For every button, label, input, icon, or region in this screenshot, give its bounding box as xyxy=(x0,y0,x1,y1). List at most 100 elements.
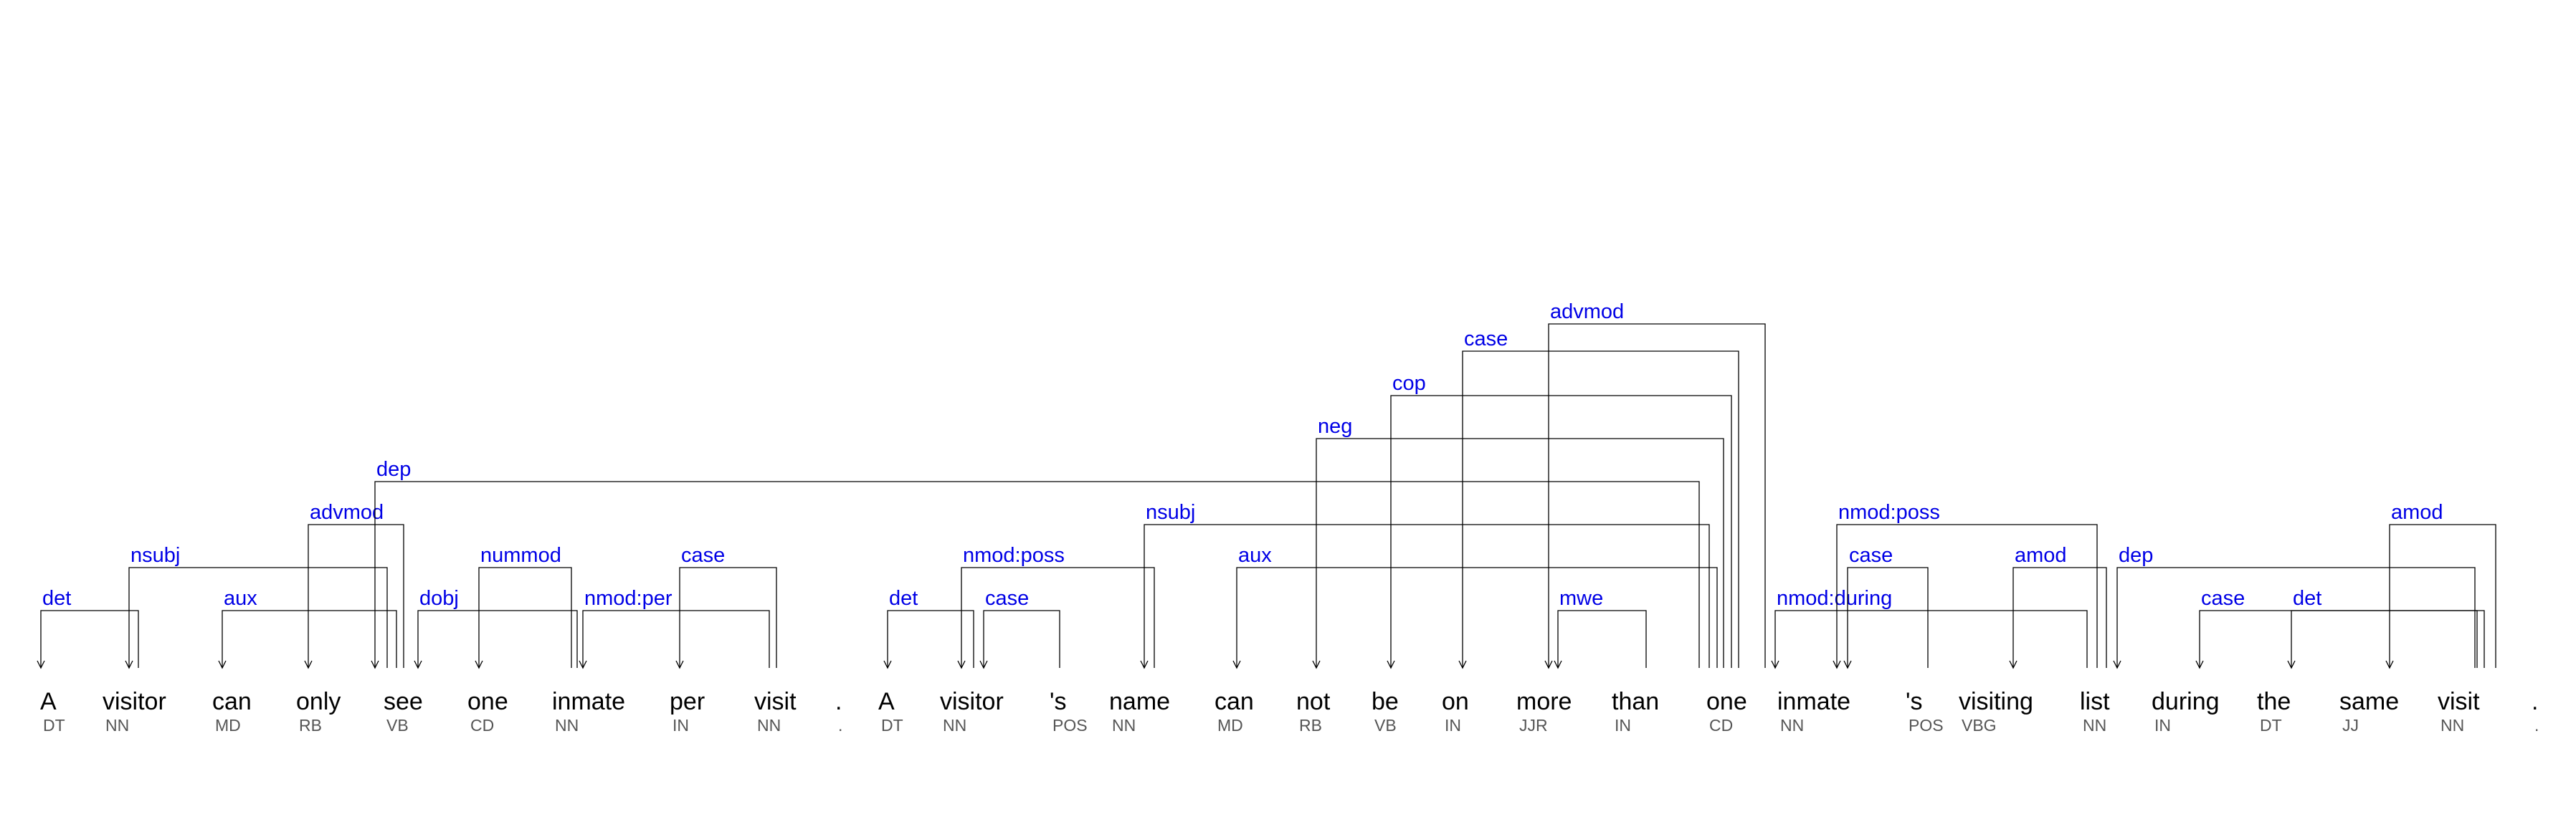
dependency-arc-line xyxy=(2199,610,2478,668)
dependency-arc-line xyxy=(417,610,578,668)
dependency-arrowhead xyxy=(414,660,422,669)
token-word: inmate xyxy=(1777,688,1850,715)
token-word: visitor xyxy=(103,688,166,715)
dependency-arc-line xyxy=(1774,610,2088,668)
dependency-arrowhead xyxy=(1232,660,1241,669)
dependency-label: cop xyxy=(1392,372,1426,395)
dependency-arrowhead xyxy=(1833,660,1841,669)
dependency-arc: amod xyxy=(2385,501,2496,669)
token-word: A xyxy=(878,688,895,715)
token-word: visitor xyxy=(940,688,1004,715)
dependency-arrowhead xyxy=(1843,660,1852,669)
dependency-label: nsubj xyxy=(1146,501,1195,524)
dependency-arc-line xyxy=(679,567,777,668)
dependency-label: nmod:poss xyxy=(963,544,1065,567)
dependency-label: nummod xyxy=(480,544,561,567)
token-pos-tag: NN xyxy=(105,716,129,735)
dependency-arrowhead xyxy=(2195,660,2204,669)
token-word: 's xyxy=(1050,688,1067,715)
token-word: per xyxy=(670,688,705,715)
dependency-arrowhead xyxy=(1387,660,1395,669)
dependency-label: amod xyxy=(2015,544,2067,567)
dependency-arc-line xyxy=(2389,524,2496,668)
token-word: can xyxy=(212,688,252,715)
dependency-arc: case xyxy=(675,544,777,669)
token-pos-tag: . xyxy=(838,716,842,735)
dependency-arc-line xyxy=(1462,350,1739,668)
dependency-arc-line xyxy=(582,610,770,668)
tokens-layer: ADTvisitorNNcanMDonlyRBseeVBoneCDinmateN… xyxy=(40,688,2539,735)
dependency-label: det xyxy=(889,587,918,610)
dependency-label: case xyxy=(2201,587,2245,610)
token-word: see xyxy=(384,688,423,715)
token-word: only xyxy=(296,688,341,715)
token-word: list xyxy=(2080,688,2110,715)
dependency-arc: dep xyxy=(371,458,1700,669)
dependency-arc: case xyxy=(979,587,1060,669)
dependency-arrowhead xyxy=(1554,660,1562,669)
dependency-arrowhead xyxy=(883,660,892,669)
token-word: the xyxy=(2257,688,2291,715)
dependency-arc-line xyxy=(308,524,404,668)
token-pos-tag: NN xyxy=(555,716,579,735)
dependency-arc-line xyxy=(961,567,1155,668)
dependency-label: det xyxy=(2293,587,2321,610)
dependency-arc: dobj xyxy=(414,587,578,669)
token-word: visit xyxy=(2438,688,2480,715)
dependency-arc: nsubj xyxy=(1140,501,1710,669)
token-word: than xyxy=(1612,688,1659,715)
dependency-arc: nummod xyxy=(475,544,572,669)
dependency-arc: det xyxy=(37,587,139,669)
token-pos-tag: VBG xyxy=(1962,716,1997,735)
token-pos-tag: MD xyxy=(1217,716,1243,735)
dependency-arc: amod xyxy=(2009,544,2107,669)
dependency-arc-line xyxy=(40,610,139,668)
token-word: not xyxy=(1296,688,1331,715)
arcs-layer: det nsubj aux advmod dobj nummod nmod:per case d… xyxy=(37,300,2496,669)
dependency-arc-line xyxy=(983,610,1060,668)
token-pos-tag: NN xyxy=(2440,716,2464,735)
token-pos-tag: RB xyxy=(299,716,322,735)
token-pos-tag: JJ xyxy=(2342,716,2359,735)
token-pos-tag: IN xyxy=(672,716,689,735)
dependency-label: dep xyxy=(2119,544,2153,567)
dependency-arc-line xyxy=(128,567,388,668)
token-pos-tag: NN xyxy=(943,716,966,735)
token-pos-tag: CD xyxy=(1709,716,1733,735)
dependency-label: nmod:per xyxy=(584,587,672,610)
dependency-arc: aux xyxy=(218,587,397,669)
dependency-arrowhead xyxy=(1544,660,1553,669)
dependency-arc-line xyxy=(374,481,1700,668)
token-pos-tag: DT xyxy=(2260,716,2282,735)
token-pos-tag: IN xyxy=(2154,716,2171,735)
token-pos-tag: RB xyxy=(1299,716,1322,735)
token-word: visiting xyxy=(1959,688,2033,715)
token-word: can xyxy=(1215,688,1254,715)
dependency-label: amod xyxy=(2391,501,2443,524)
dependency-arrowhead xyxy=(218,660,227,669)
token-pos-tag: NN xyxy=(1112,716,1136,735)
dependency-arrowhead xyxy=(1312,660,1321,669)
dependency-arc-line xyxy=(887,610,974,668)
dependency-label: nsubj xyxy=(130,544,180,567)
dependency-arc: det xyxy=(883,587,974,669)
token-pos-tag: JJR xyxy=(1519,716,1548,735)
dependency-arc: advmod xyxy=(304,501,404,669)
dependency-arc-line xyxy=(1316,438,1724,668)
dependency-arc-line xyxy=(1847,567,1929,668)
token-pos-tag: . xyxy=(2534,716,2539,735)
token-pos-tag: IN xyxy=(1445,716,1461,735)
dependency-arc-line xyxy=(2291,610,2485,668)
dependency-arc: nmod:poss xyxy=(1833,501,2098,669)
dependency-arrowhead xyxy=(475,660,483,669)
token-pos-tag: VB xyxy=(1374,716,1397,735)
token-word: same xyxy=(2339,688,2399,715)
dependency-arc: cop xyxy=(1387,372,1732,669)
token-word: inmate xyxy=(552,688,625,715)
dependency-label: nmod:poss xyxy=(1838,501,1940,524)
token-pos-tag: POS xyxy=(1052,716,1088,735)
token-word: one xyxy=(467,688,508,715)
dependency-arc: nmod:per xyxy=(579,587,770,669)
